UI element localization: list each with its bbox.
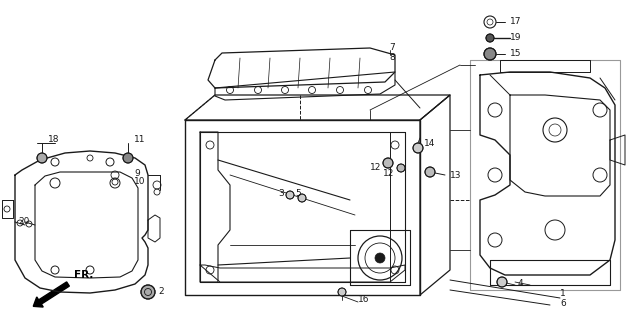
Circle shape [397,164,405,172]
Circle shape [383,158,393,168]
Text: 10: 10 [134,178,145,187]
Circle shape [497,277,507,287]
Circle shape [413,143,423,153]
Text: 16: 16 [358,295,369,304]
Circle shape [286,191,294,199]
Text: 3: 3 [278,188,284,197]
Text: 1: 1 [560,290,566,299]
Text: FR.: FR. [74,270,93,280]
Text: 11: 11 [134,135,145,144]
Circle shape [338,288,346,296]
Text: 19: 19 [510,33,522,42]
Text: 20: 20 [18,218,29,227]
Text: 4: 4 [518,280,524,289]
Circle shape [123,153,133,163]
Text: 8: 8 [389,52,395,61]
Text: 2: 2 [158,286,164,295]
Text: 12: 12 [370,162,381,171]
Circle shape [425,167,435,177]
Text: 15: 15 [510,50,522,59]
Text: 7: 7 [389,43,395,52]
Circle shape [40,156,44,160]
Text: 9: 9 [134,170,140,179]
Circle shape [37,153,47,163]
Text: 17: 17 [510,17,522,26]
Text: 14: 14 [424,139,435,148]
Circle shape [298,194,306,202]
Text: 12: 12 [383,169,394,178]
Text: 5: 5 [295,188,301,197]
Circle shape [484,48,496,60]
Text: 18: 18 [48,135,60,144]
Circle shape [486,34,494,42]
Text: 6: 6 [560,299,566,308]
FancyArrow shape [33,282,69,307]
Text: 13: 13 [450,170,461,179]
Circle shape [141,285,155,299]
Circle shape [375,253,385,263]
